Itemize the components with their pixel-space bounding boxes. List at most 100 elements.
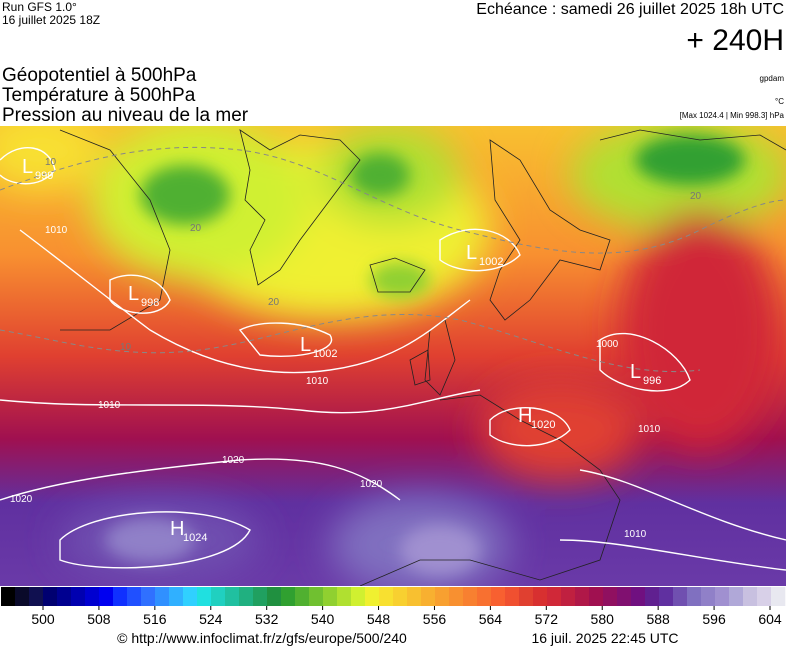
colorbar-swatch bbox=[449, 587, 464, 606]
colorbar-swatch bbox=[43, 587, 58, 606]
isobar-label: 1020 bbox=[360, 479, 383, 490]
colorbar-swatch bbox=[505, 587, 520, 606]
colorbar-swatch bbox=[127, 587, 142, 606]
colorbar-tick-label: 604 bbox=[758, 611, 782, 627]
colorbar-swatch bbox=[547, 587, 562, 606]
colorbar-tick-label: 516 bbox=[143, 611, 167, 627]
colorbar-swatch bbox=[281, 587, 296, 606]
colorbar-swatch bbox=[575, 587, 590, 606]
center-value: 998 bbox=[141, 297, 159, 309]
center-letter: L bbox=[128, 283, 139, 305]
colorbar-swatch bbox=[337, 587, 352, 606]
colorbar-swatch bbox=[393, 587, 408, 606]
colorbar-swatch bbox=[519, 587, 534, 606]
isobars bbox=[0, 146, 786, 571]
center-value: 996 bbox=[643, 375, 661, 387]
isobar-label: 1010 bbox=[624, 529, 647, 540]
unit-label: °C bbox=[775, 97, 784, 106]
colorbar-swatch bbox=[701, 587, 716, 606]
isobar-label: 1000 bbox=[596, 339, 619, 350]
center-letter: L bbox=[22, 156, 33, 178]
colorbar-swatch bbox=[113, 587, 128, 606]
colorbar-swatch bbox=[421, 587, 436, 606]
colorbar-swatch bbox=[225, 587, 240, 606]
colorbar-swatch bbox=[239, 587, 254, 606]
layer-label: Pression au niveau de la mer bbox=[2, 105, 249, 126]
center-letter: L bbox=[300, 334, 311, 356]
center-value: 1002 bbox=[313, 348, 337, 360]
colorbar-swatch bbox=[407, 587, 422, 606]
colorbar-swatch bbox=[183, 587, 198, 606]
colorbar-swatch bbox=[57, 587, 72, 606]
center-value: 1002 bbox=[479, 256, 503, 268]
colorbar-tick-label: 508 bbox=[87, 611, 111, 627]
coastlines bbox=[59, 129, 786, 586]
colorbar-swatch bbox=[617, 587, 632, 606]
colorbar-swatch bbox=[561, 587, 576, 606]
center-letter: L bbox=[466, 242, 477, 264]
colorbar-swatch bbox=[253, 587, 268, 606]
isobar-label: 1020 bbox=[10, 494, 33, 505]
colorbar-swatch bbox=[715, 587, 730, 606]
colorbar-swatch bbox=[71, 587, 86, 606]
colorbar-swatch bbox=[295, 587, 310, 606]
layer-label: Géopotentiel à 500hPa bbox=[2, 65, 197, 86]
lead-time: + 240H bbox=[686, 24, 784, 57]
colorbar-swatch bbox=[687, 587, 702, 606]
colorbar-swatch bbox=[169, 587, 184, 606]
colorbar-swatch bbox=[267, 587, 282, 606]
center-value: 1024 bbox=[183, 532, 207, 544]
colorbar-swatch bbox=[1, 587, 16, 606]
colorbar-swatch bbox=[771, 587, 786, 606]
isobar-label: 1010 bbox=[306, 376, 329, 387]
colorbar-swatch bbox=[631, 587, 646, 606]
colorbar-swatch bbox=[463, 587, 478, 606]
colorbar-swatch bbox=[379, 587, 394, 606]
colorbar-tick-label: 564 bbox=[479, 611, 503, 627]
colorbar-swatch bbox=[197, 587, 212, 606]
colorbar-tick-label: 588 bbox=[646, 611, 670, 627]
colorbar-swatch bbox=[211, 587, 226, 606]
colorbar-swatch bbox=[645, 587, 660, 606]
colorbar-swatch bbox=[99, 587, 114, 606]
colorbar-swatch bbox=[141, 587, 156, 606]
center-value: 999 bbox=[35, 170, 53, 182]
forecast-time: Echéance : samedi 26 juillet 2025 18h UT… bbox=[476, 1, 784, 18]
colorbar-swatch bbox=[155, 587, 170, 606]
colorbar-tick-label: 532 bbox=[255, 611, 279, 627]
timestamp: 16 juil. 2025 22:45 UTC bbox=[531, 630, 678, 646]
colorbar-tick-label: 596 bbox=[702, 611, 726, 627]
colorbar-tick-label: 548 bbox=[367, 611, 391, 627]
colorbar-tick-label: 580 bbox=[591, 611, 615, 627]
source-link: © http://www.infoclimat.fr/z/gfs/europe/… bbox=[117, 630, 407, 646]
temperature-labels: 10 20 20 20 10 bbox=[45, 157, 702, 353]
colorbar-swatch bbox=[323, 587, 338, 606]
colorbar-swatch bbox=[659, 587, 674, 606]
unit-label: gpdam bbox=[760, 74, 785, 83]
colorbar-tick-label: 500 bbox=[31, 611, 55, 627]
colorbar-swatch bbox=[729, 587, 744, 606]
isobar-label: 1020 bbox=[222, 455, 245, 466]
colorbar: 500 508 516 524 532 540 548 556 564 572 580 588 596 6… bbox=[1, 587, 786, 627]
center-letter: H bbox=[518, 405, 532, 427]
run-date: 16 juillet 2025 18Z bbox=[2, 13, 100, 27]
colorbar-swatch bbox=[351, 587, 366, 606]
center-value: 1020 bbox=[531, 419, 555, 431]
run-label: Run GFS 1.0° bbox=[2, 0, 77, 14]
colorbar-tick-label: 556 bbox=[423, 611, 447, 627]
isobar-label: 1010 bbox=[638, 424, 661, 435]
layer-label: Température à 500hPa bbox=[2, 85, 196, 106]
temperature-label: 20 bbox=[190, 223, 202, 234]
colorbar-swatch bbox=[365, 587, 380, 606]
colorbar-swatch bbox=[309, 587, 324, 606]
colorbar-swatch bbox=[757, 587, 772, 606]
center-letter: H bbox=[170, 518, 184, 540]
isotherms bbox=[0, 146, 786, 373]
colorbar-swatch bbox=[435, 587, 450, 606]
colorbar-swatch bbox=[477, 587, 492, 606]
colorbar-swatch bbox=[673, 587, 688, 606]
colorbar-swatch bbox=[491, 587, 506, 606]
